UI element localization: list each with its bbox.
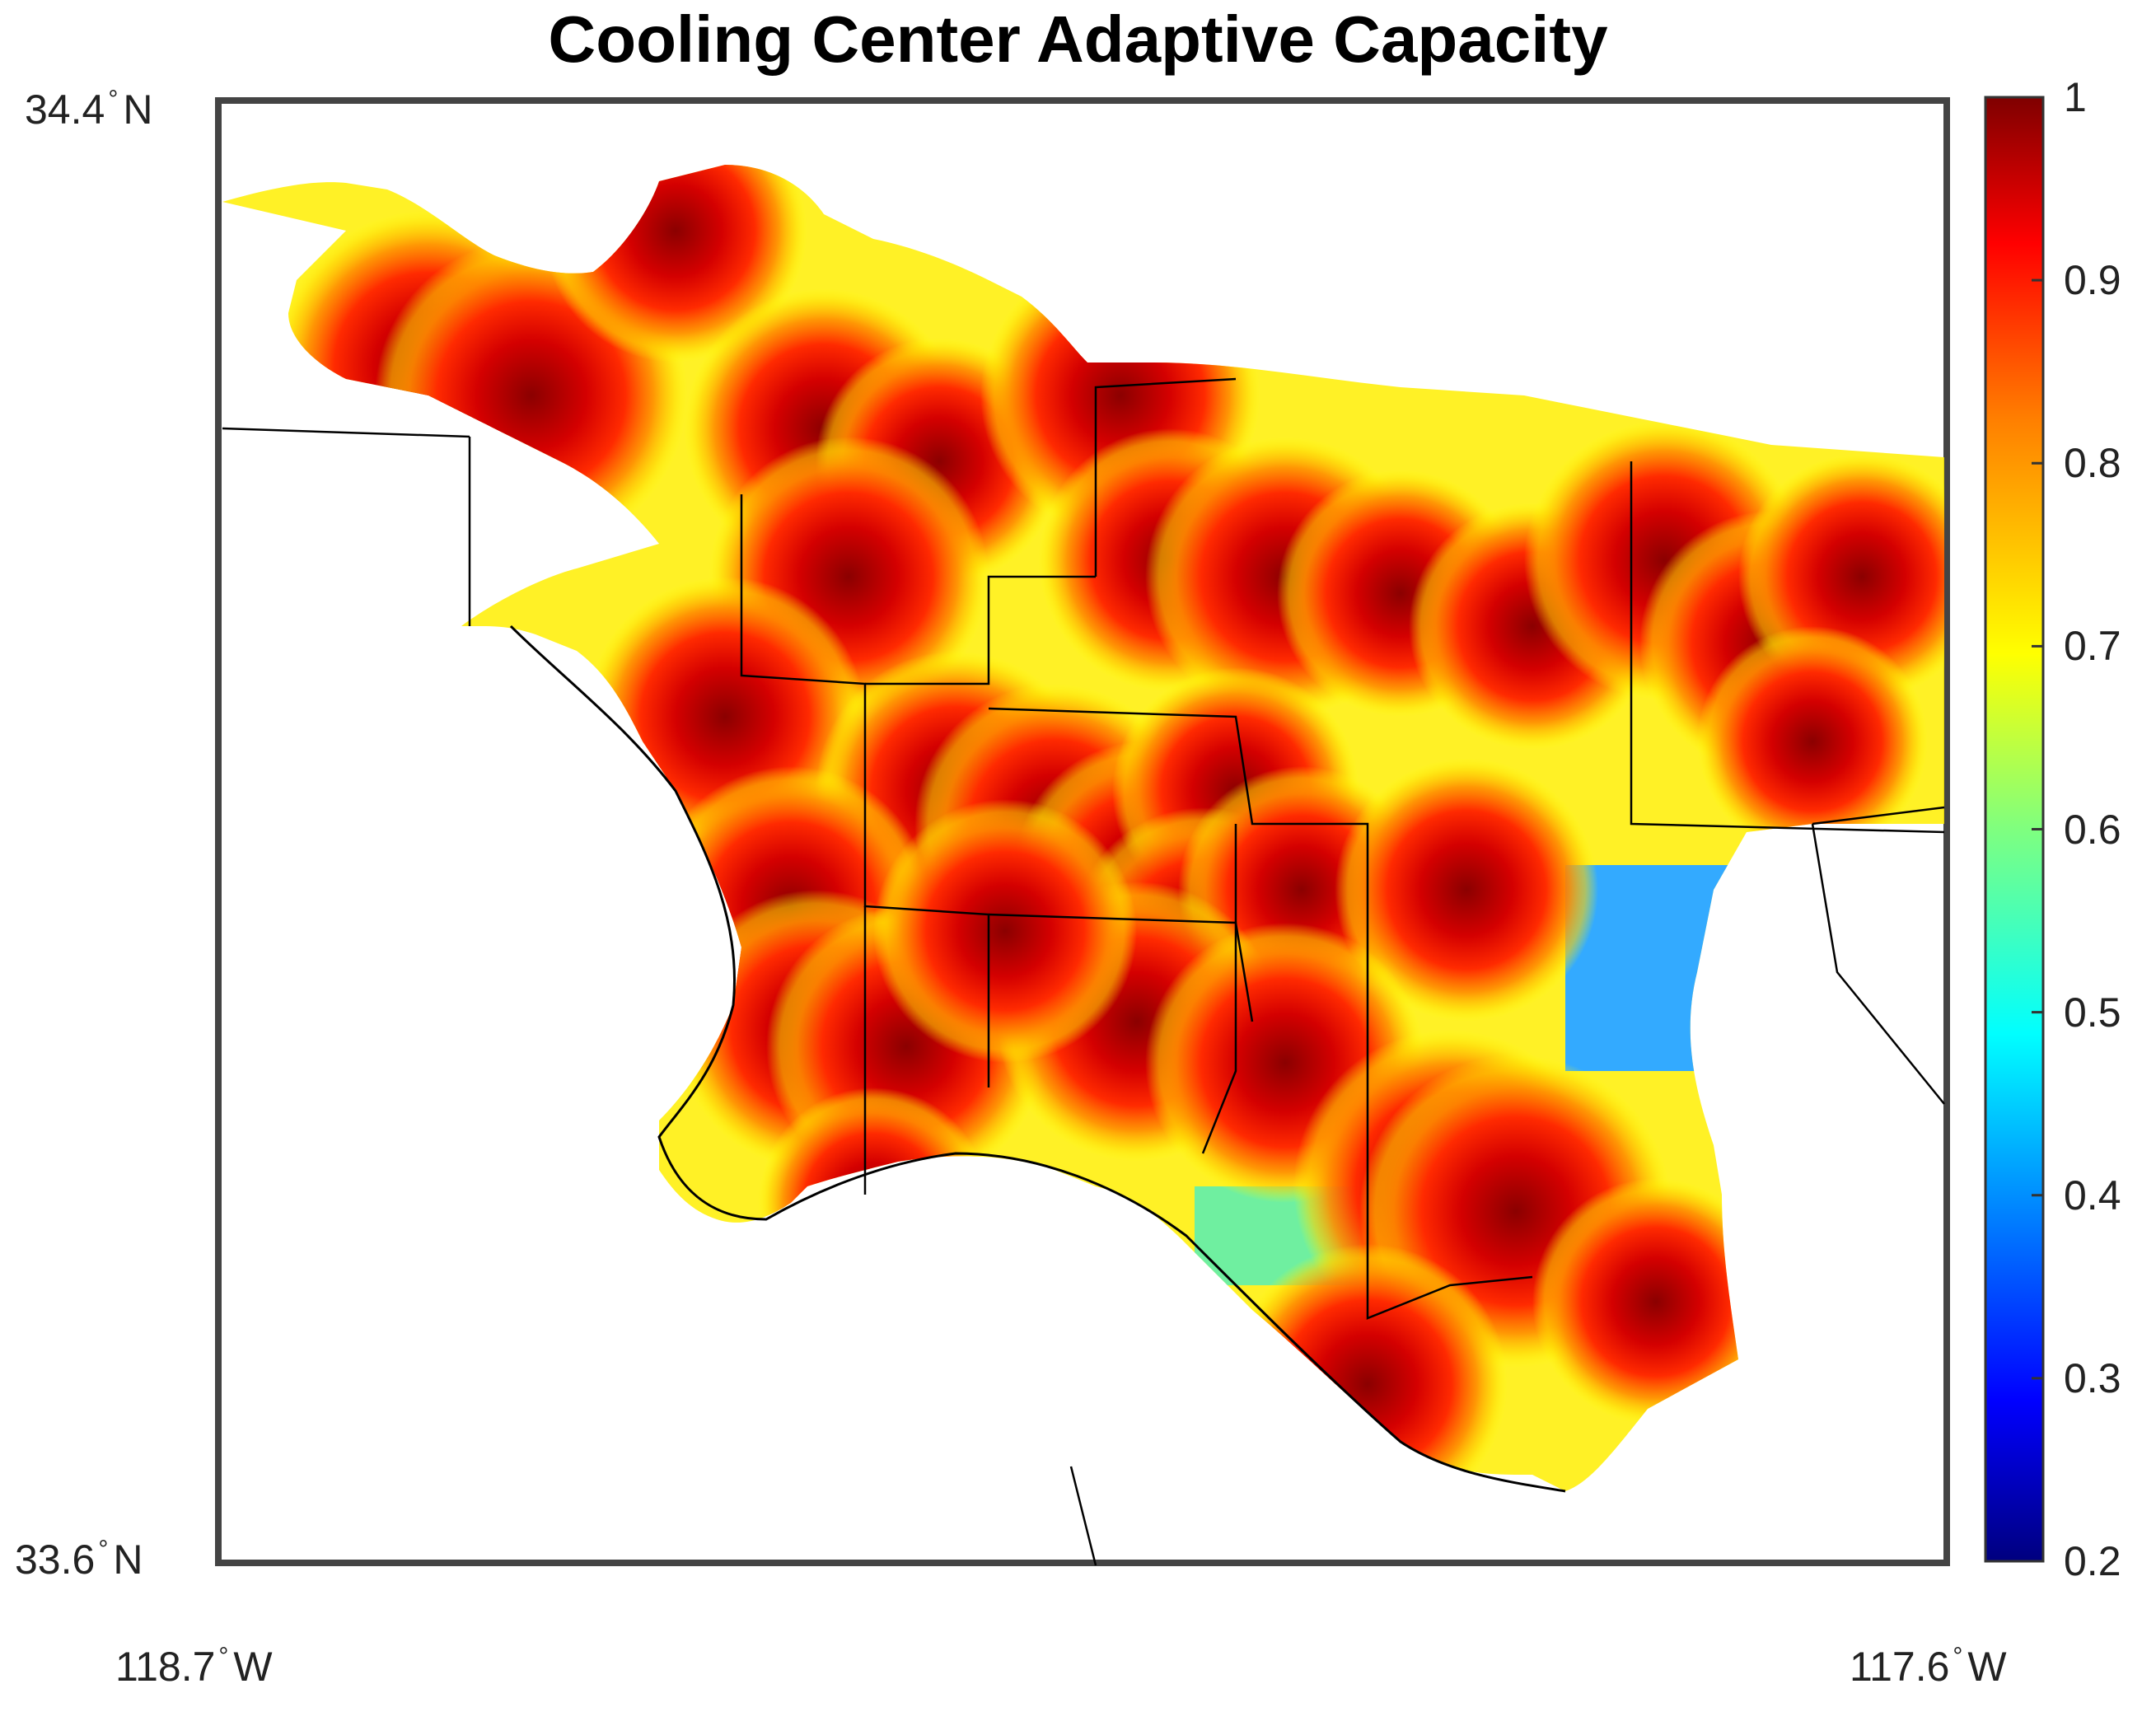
colorbar-tick-label: 1	[2064, 74, 2087, 120]
colorbar-tick-label: 0.7	[2064, 623, 2121, 670]
colorbar-tick-label: 0.5	[2064, 989, 2121, 1036]
capacity-hotspot	[873, 799, 1137, 1063]
lat-top-label: 34.4 ° N	[25, 86, 153, 133]
lon-right-label: 117.6 ° W	[1850, 1643, 2007, 1690]
capacity-hotspot	[1697, 626, 1928, 857]
district-boundaries	[222, 377, 1945, 1566]
coastline	[509, 624, 1566, 1493]
lon-left-label: 118.7 ° W	[115, 1643, 273, 1690]
colorbar-tick-marks	[2032, 96, 2043, 1563]
lat-bottom-label: 33.6 ° N	[15, 1536, 143, 1583]
map-title: Cooling Center Adaptive Capacity	[548, 2, 1608, 76]
capacity-hotspot	[1532, 1178, 1780, 1425]
colorbar-tick-label: 0.6	[2064, 806, 2121, 853]
colorbar-tick-label: 0.9	[2064, 257, 2121, 304]
colorbar-tick-label: 0.2	[2064, 1538, 2121, 1584]
capacity-hotspot	[1335, 758, 1598, 1022]
colorbar-tick-label: 0.3	[2064, 1354, 2121, 1401]
colorbar-tick-label: 0.8	[2064, 440, 2121, 487]
capacity-hotspot	[544, 165, 807, 363]
colorbar-tick-label: 0.4	[2064, 1172, 2121, 1219]
